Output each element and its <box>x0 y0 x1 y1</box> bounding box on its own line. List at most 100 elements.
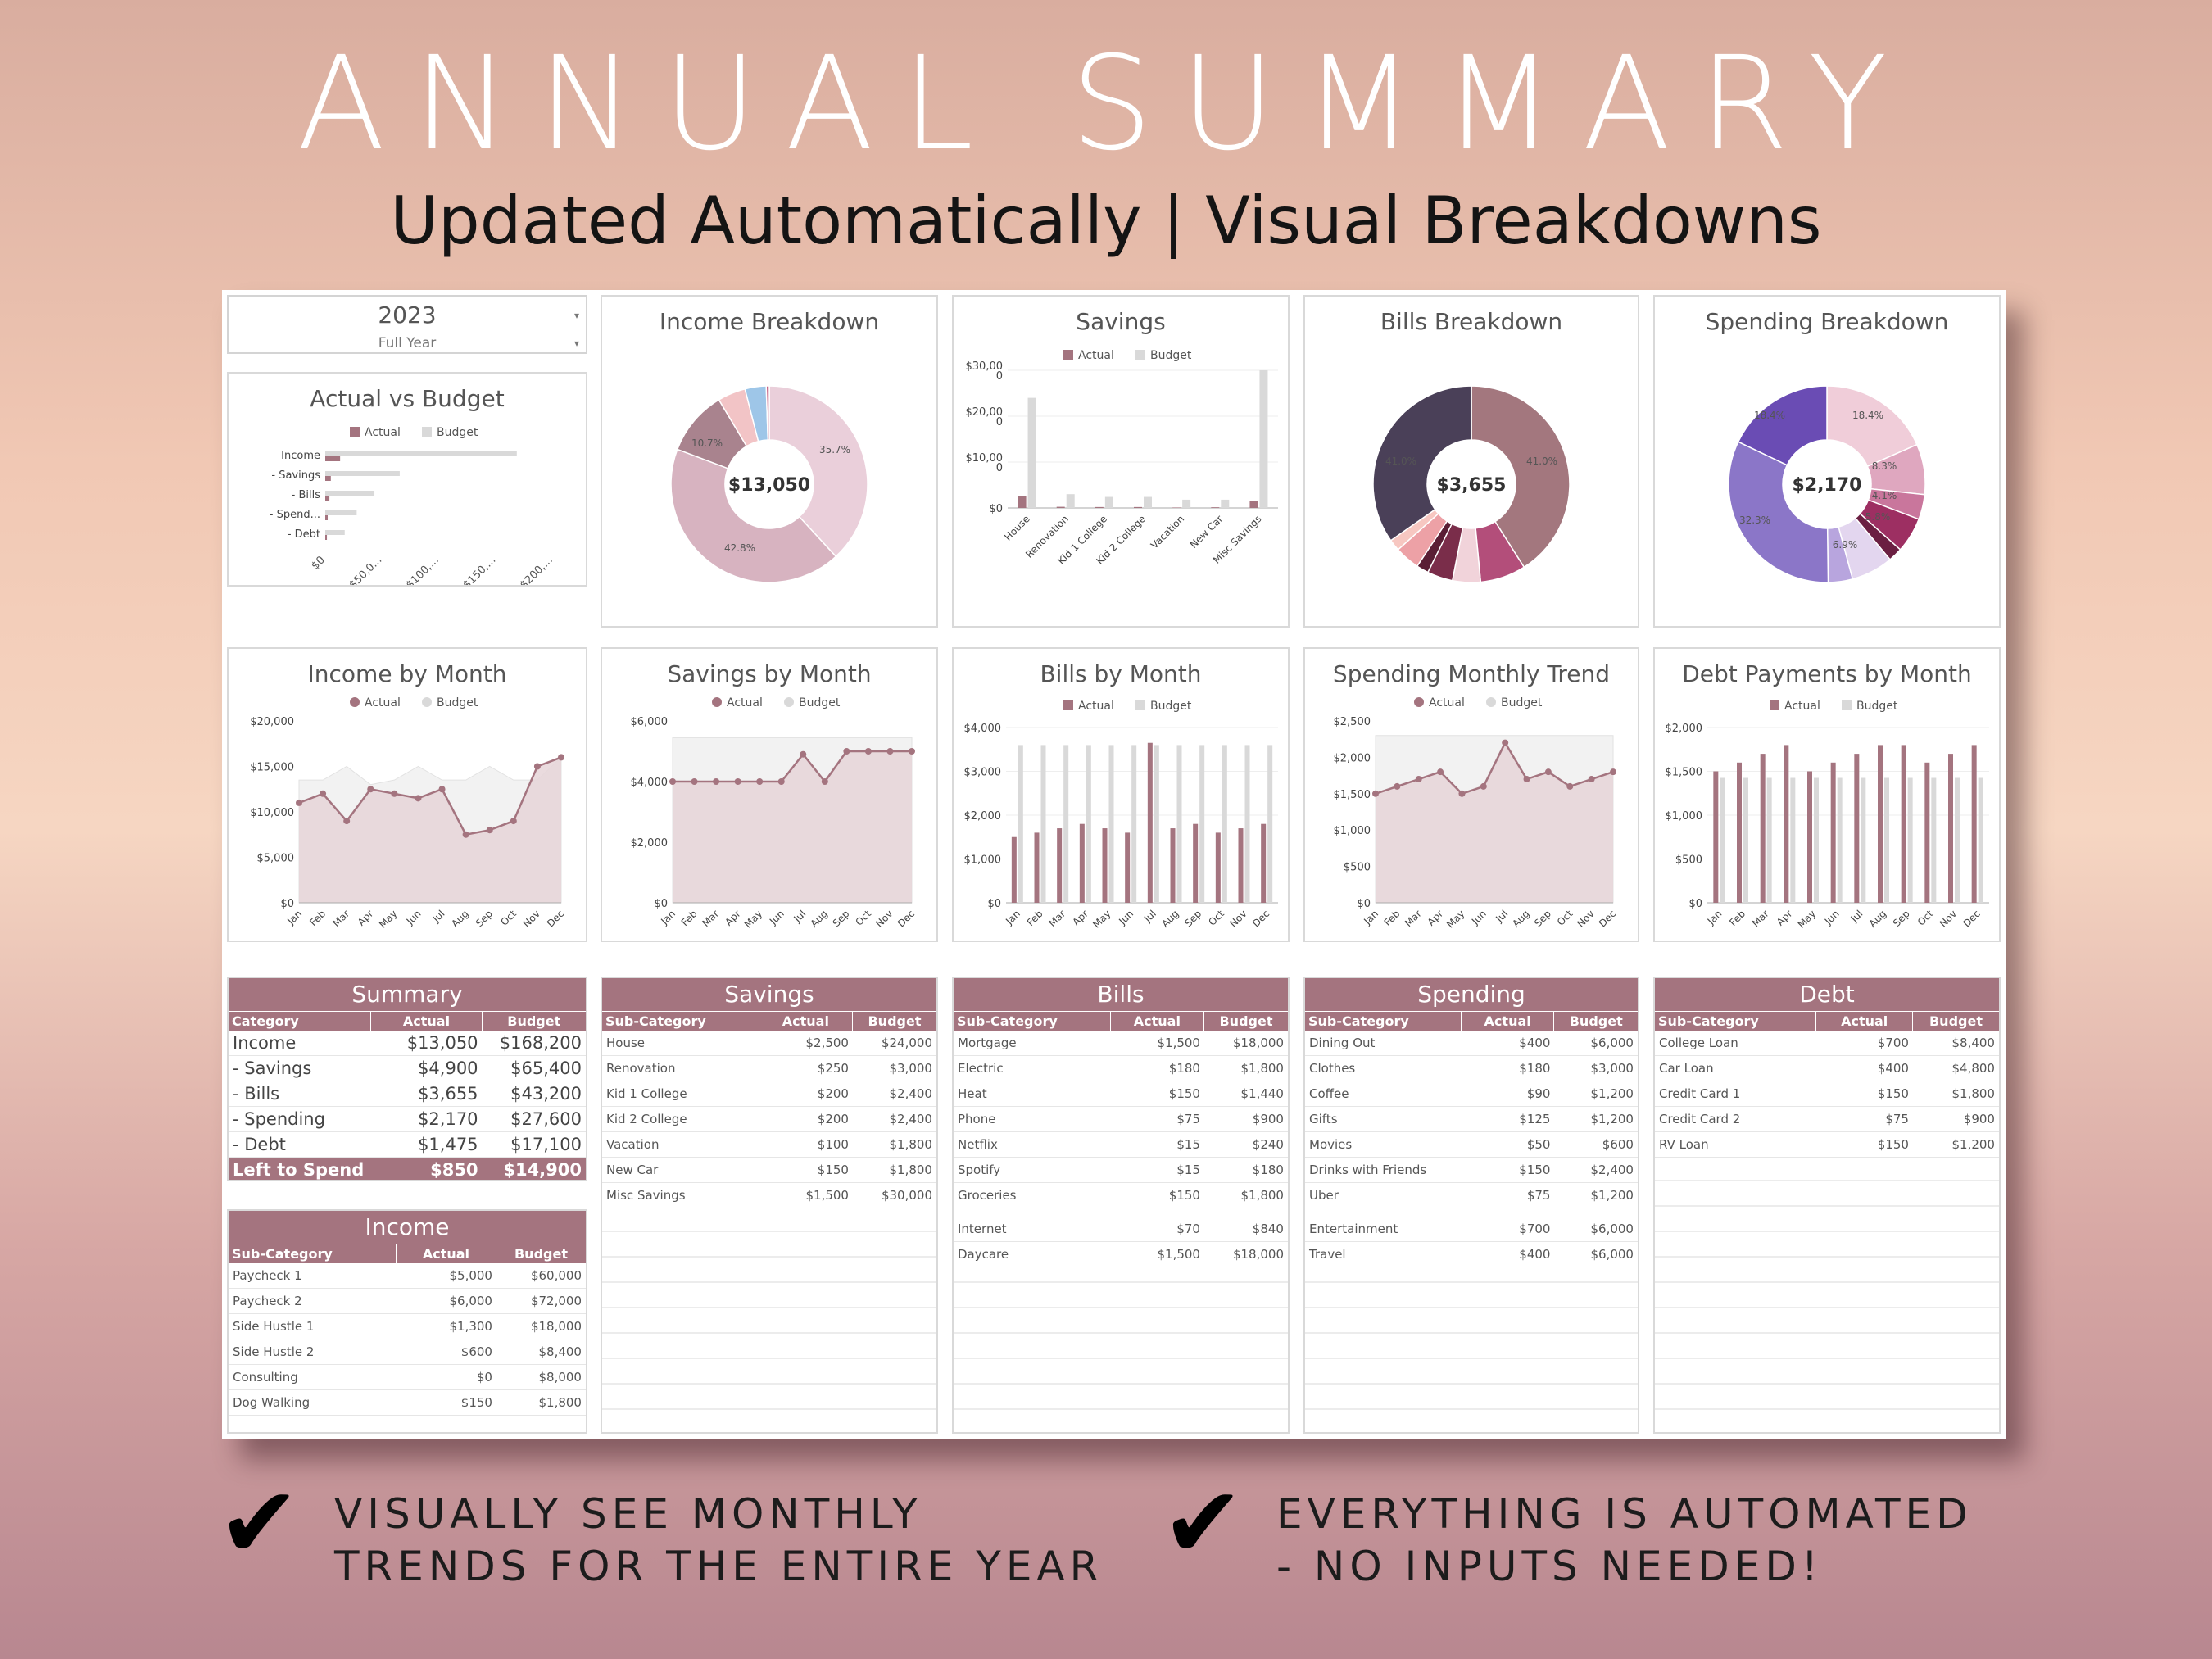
category-label: Mar <box>1046 908 1067 929</box>
table-cell: $400 <box>1519 1036 1551 1050</box>
table-cell: $250 <box>817 1061 849 1076</box>
axis-tick: $1,500 <box>1666 767 1703 779</box>
table-cell: $2,500 <box>805 1036 849 1050</box>
budget-bar <box>1027 397 1036 508</box>
axis-tick: 0 <box>996 416 1003 428</box>
category-label: Jun <box>1469 908 1489 927</box>
actual-bar <box>1125 832 1131 903</box>
actual-bar <box>1924 762 1930 903</box>
table-row <box>1305 1208 1638 1217</box>
table-cell: $1,200 <box>1951 1137 1995 1152</box>
legend-label: Actual <box>1078 349 1114 362</box>
table-cell: $900 <box>1252 1112 1284 1126</box>
table-row: Entertainment $700 $6,000 <box>1305 1217 1638 1242</box>
table-row: House $2,500 $24,000 <box>602 1031 936 1056</box>
feature-monthly-trends: VISUALLY SEE MONTHLY TRENDS FOR THE ENTI… <box>334 1488 1103 1593</box>
table-cell: $600 <box>460 1344 492 1359</box>
actual-bar <box>1056 506 1065 508</box>
table-cell: $8,400 <box>538 1344 582 1359</box>
table-cell: $6,000 <box>1590 1036 1634 1050</box>
column-header: Actual <box>371 1012 483 1031</box>
axis-tick: $0 <box>310 554 328 572</box>
actual-bar <box>1172 507 1181 508</box>
table-row: Side Hustle 2 $600 $8,400 <box>229 1339 586 1365</box>
axis-tick: $500 <box>1675 854 1702 867</box>
table-row: - Spending $2,170 $27,600 <box>229 1107 586 1132</box>
category-label: Jan <box>284 908 304 927</box>
actual-bar <box>1760 754 1766 903</box>
axis-tick: $20,000 <box>250 716 294 728</box>
table-cell: $6,000 <box>1590 1247 1634 1262</box>
axis-tick: $0 <box>987 898 1001 910</box>
table-cell: $1,440 <box>1240 1086 1284 1101</box>
table-row: Income $13,050 $168,200 <box>229 1031 586 1056</box>
actual-bar <box>1238 828 1244 903</box>
period-dropdown[interactable]: Full Year <box>229 333 586 351</box>
chart-savings: Savings Actual Budget $0 $10,00 0 $20,00 0 $30,0… <box>952 295 1290 628</box>
legend-label: Actual <box>365 426 401 439</box>
table-row: Coffee $90 $1,200 <box>1305 1081 1638 1107</box>
column-header: Sub-Category <box>229 1244 397 1263</box>
data-point <box>800 750 807 758</box>
actual-area <box>1376 742 1613 903</box>
data-point <box>734 778 741 785</box>
category-label: Jul <box>430 908 447 925</box>
period-selector[interactable]: 2023 ▾ Full Year ▾ <box>227 295 587 354</box>
budget-bar <box>1176 745 1182 903</box>
category-label: Apr <box>1426 908 1446 928</box>
year-dropdown[interactable]: 2023 <box>378 301 437 329</box>
table-cell: - Spending <box>233 1109 325 1129</box>
pie-data-label: 10.7% <box>691 437 723 449</box>
pie-data-label: 6.9% <box>1833 539 1858 551</box>
table-cell: $1,800 <box>889 1137 932 1152</box>
category-label: Sep <box>831 908 852 929</box>
category-label: Nov <box>873 908 895 929</box>
category-label: Aug <box>808 908 829 929</box>
legend-swatch <box>1135 350 1145 360</box>
table-row: Dog Walking $150 $1,800 <box>229 1390 586 1416</box>
chart-title: Bills by Month <box>1040 660 1202 687</box>
axis-tick: $150,... <box>461 554 499 585</box>
legend-swatch <box>1063 350 1073 360</box>
chevron-down-icon[interactable]: ▾ <box>573 338 579 349</box>
legend-label: Actual <box>1429 696 1465 709</box>
budget-bar <box>1861 777 1866 903</box>
category-label: Aug <box>449 908 470 929</box>
legend-label: Actual <box>1078 700 1114 713</box>
page-subtitle: Updated Automatically | Visual Breakdown… <box>390 183 1822 259</box>
table-cell: Netflix <box>958 1137 998 1152</box>
table-row: Car Loan $400 $4,800 <box>1655 1056 1999 1081</box>
table-cell: Misc Savings <box>606 1188 686 1203</box>
table-cell: $840 <box>1252 1222 1284 1236</box>
axis-tick: $5,000 <box>257 853 295 865</box>
axis-tick: $30,00 <box>966 360 1004 373</box>
page-title: ANNUAL SUMMARY <box>297 29 1915 179</box>
table-cell: $14,900 <box>503 1160 582 1180</box>
table-cell: Dog Walking <box>233 1395 310 1410</box>
legend-swatch <box>350 697 360 707</box>
actual-bar <box>1784 745 1789 903</box>
table-spending: Spending Sub-Category Actual Budget Dining O… <box>1303 977 1639 1434</box>
table-summary: Summary Category Actual Budget Income $13,050… <box>227 977 587 1181</box>
category-label: Nov <box>1227 908 1249 929</box>
actual-bar <box>1134 506 1142 508</box>
table-cell: $17,100 <box>510 1135 582 1154</box>
pie-center-label: $2,170 <box>1793 475 1862 496</box>
table-cell: $125 <box>1519 1112 1551 1126</box>
data-point <box>320 790 327 797</box>
table-row: Movies $50 $600 <box>1305 1132 1638 1158</box>
column-header: Actual <box>1816 1012 1913 1031</box>
chevron-down-icon[interactable]: ▾ <box>573 310 579 321</box>
table-row: Mortgage $1,500 $18,000 <box>954 1031 1288 1056</box>
chart-canvas: $13,050 35.7% 42.8% 10.7% <box>670 385 868 583</box>
chart-title: Income Breakdown <box>659 308 880 335</box>
data-point <box>1566 782 1574 790</box>
table-cell: $50 <box>1526 1137 1551 1152</box>
axis-tick: $0 <box>1688 898 1702 910</box>
legend-swatch <box>1842 700 1852 710</box>
table-row: RV Loan $150 $1,200 <box>1655 1132 1999 1158</box>
budget-bar <box>1104 496 1113 508</box>
category-label: - Savings <box>271 469 320 482</box>
category-label: Nov <box>1575 908 1596 929</box>
table-cell: Coffee <box>1309 1086 1349 1101</box>
